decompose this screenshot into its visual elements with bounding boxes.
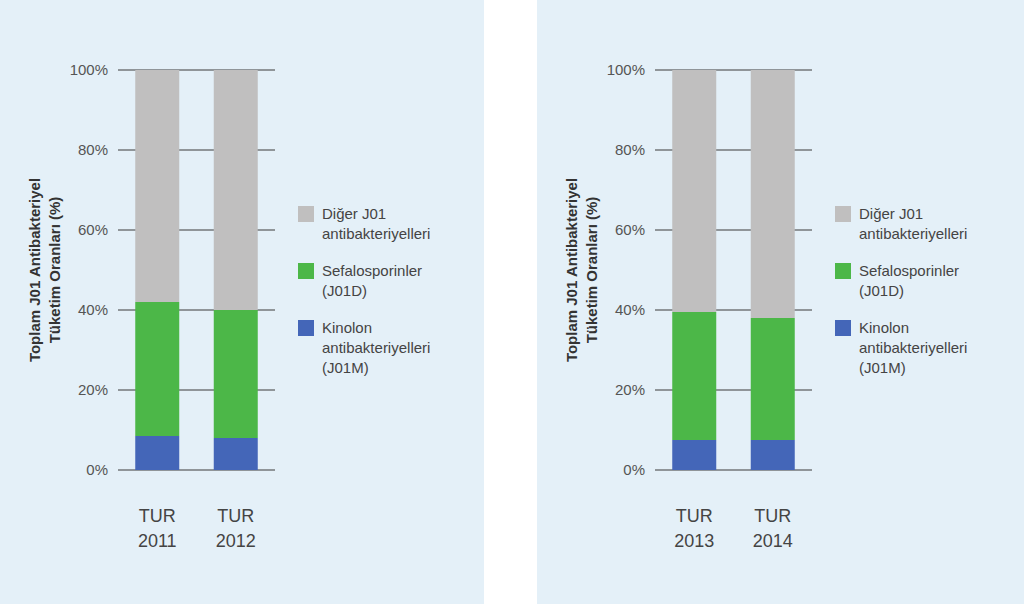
- text-line: (J01D): [322, 282, 367, 299]
- tick-label: 40%: [615, 301, 645, 318]
- text-line: Diğer J01: [859, 205, 923, 222]
- text-line: Kinolon: [859, 319, 909, 336]
- text-line: 2014: [753, 531, 793, 551]
- tick-label: 20%: [78, 381, 108, 398]
- bar-segment: [751, 318, 795, 440]
- bar-segment: [135, 302, 179, 436]
- text-line: Diğer J01: [322, 205, 386, 222]
- text-line: 2012: [216, 531, 256, 551]
- legend-label: Diğer J01 antibakteriyelleri: [322, 205, 430, 242]
- text-line: antibakteriyelleri: [859, 339, 967, 356]
- legend-label: Kinolon antibakteriyelleri (J01M): [859, 319, 967, 376]
- tick-label: 100%: [70, 61, 108, 78]
- text-line: TUR: [139, 506, 176, 526]
- tick-label: 60%: [78, 221, 108, 238]
- category-label: TUR 2011: [138, 506, 177, 551]
- tick-label: 20%: [615, 381, 645, 398]
- tick-label: 100%: [607, 61, 645, 78]
- bar-segment: [751, 70, 795, 318]
- category-label: TUR 2014: [753, 506, 793, 551]
- bar-segment: [751, 440, 795, 470]
- tick-label: 0%: [86, 461, 108, 478]
- tick-label: 0%: [623, 461, 645, 478]
- legend-swatch: [298, 206, 314, 222]
- panel-background: [537, 0, 1024, 604]
- bar-segment: [214, 438, 258, 470]
- bar-segment: [135, 70, 179, 302]
- bar-segment: [672, 70, 716, 312]
- bar-segment: [672, 440, 716, 470]
- text-line: TUR: [217, 506, 254, 526]
- legend-swatch: [835, 263, 851, 279]
- chart: 0% 20% 40% 60% 80% 100% Toplam J01 Antibakteri…: [26, 61, 430, 551]
- text-line: Sefalosporinler: [859, 262, 959, 279]
- bar-segment: [672, 312, 716, 440]
- bars: [672, 70, 795, 470]
- bar-segment: [214, 310, 258, 438]
- legend-label: Diğer J01 antibakteriyelleri: [859, 205, 967, 242]
- text-line: (J01D): [859, 282, 904, 299]
- y-axis-label: Toplam J01 AntibakteriyelTüketim Oranlar…: [26, 178, 63, 362]
- legend-label: Sefalosporinler (J01D): [322, 262, 422, 299]
- text-line: (J01M): [322, 359, 369, 376]
- text-line: (J01M): [859, 359, 906, 376]
- text-line: Tüketim Oranları (%): [46, 197, 63, 344]
- text-line: TUR: [754, 506, 791, 526]
- tick-label: 80%: [78, 141, 108, 158]
- legend-swatch: [835, 320, 851, 336]
- tick-label: 40%: [78, 301, 108, 318]
- legend-label: Sefalosporinler (J01D): [859, 262, 959, 299]
- text-line: Tüketim Oranları (%): [583, 197, 600, 344]
- text-line: antibakteriyelleri: [859, 225, 967, 242]
- legend-swatch: [298, 320, 314, 336]
- legend-swatch: [298, 263, 314, 279]
- text-line: Toplam J01 Antibakteriyel: [563, 178, 580, 362]
- text-line: antibakteriyelleri: [322, 339, 430, 356]
- bar-segment: [214, 70, 258, 310]
- chart: 0% 20% 40% 60% 80% 100% Toplam J01 Antibakteri…: [563, 61, 967, 551]
- category-label: TUR 2012: [216, 506, 256, 551]
- y-axis-label: Toplam J01 AntibakteriyelTüketim Oranlar…: [563, 178, 600, 362]
- text-line: TUR: [676, 506, 713, 526]
- text-line: 2011: [138, 531, 177, 551]
- category-label: TUR 2013: [674, 506, 714, 551]
- text-line: Toplam J01 Antibakteriyel: [26, 178, 43, 362]
- bar-segment: [135, 436, 179, 470]
- legend-label: Kinolon antibakteriyelleri (J01M): [322, 319, 430, 376]
- text-line: 2013: [674, 531, 714, 551]
- panel-background: [0, 0, 484, 604]
- text-line: Sefalosporinler: [322, 262, 422, 279]
- tick-label: 80%: [615, 141, 645, 158]
- bars: [135, 70, 258, 470]
- text-line: antibakteriyelleri: [322, 225, 430, 242]
- text-line: Kinolon: [322, 319, 372, 336]
- legend-swatch: [835, 206, 851, 222]
- figure: 0% 20% 40% 60% 80% 100% Toplam J01 Antibakteri…: [0, 0, 1024, 604]
- tick-label: 60%: [615, 221, 645, 238]
